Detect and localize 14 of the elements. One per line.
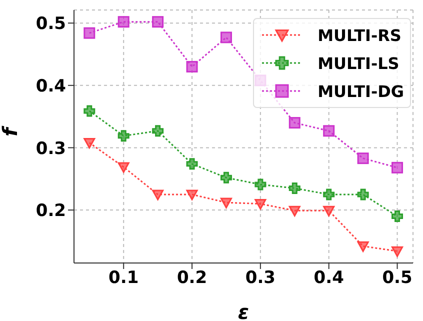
x-tick-label: 0.3 — [245, 268, 276, 288]
x-tick-label: 0.4 — [314, 268, 344, 288]
y-tick-label: 0.5 — [36, 14, 66, 34]
x-axis-title: ε — [238, 300, 250, 321]
y-tick-label: 0.4 — [36, 76, 66, 96]
legend-label: MULTI-DG — [318, 82, 404, 100]
y-axis-title: f — [0, 126, 22, 136]
x-tick-label: 0.2 — [176, 268, 208, 288]
x-tick-label: 0.1 — [108, 268, 139, 288]
y-tick-label: 0.3 — [36, 138, 66, 159]
legend-label: MULTI-LS — [318, 54, 400, 72]
y-tick-label: 0.2 — [36, 201, 66, 222]
x-tick-label: 0.5 — [382, 268, 412, 288]
legend-label: MULTI-RS — [318, 26, 402, 44]
